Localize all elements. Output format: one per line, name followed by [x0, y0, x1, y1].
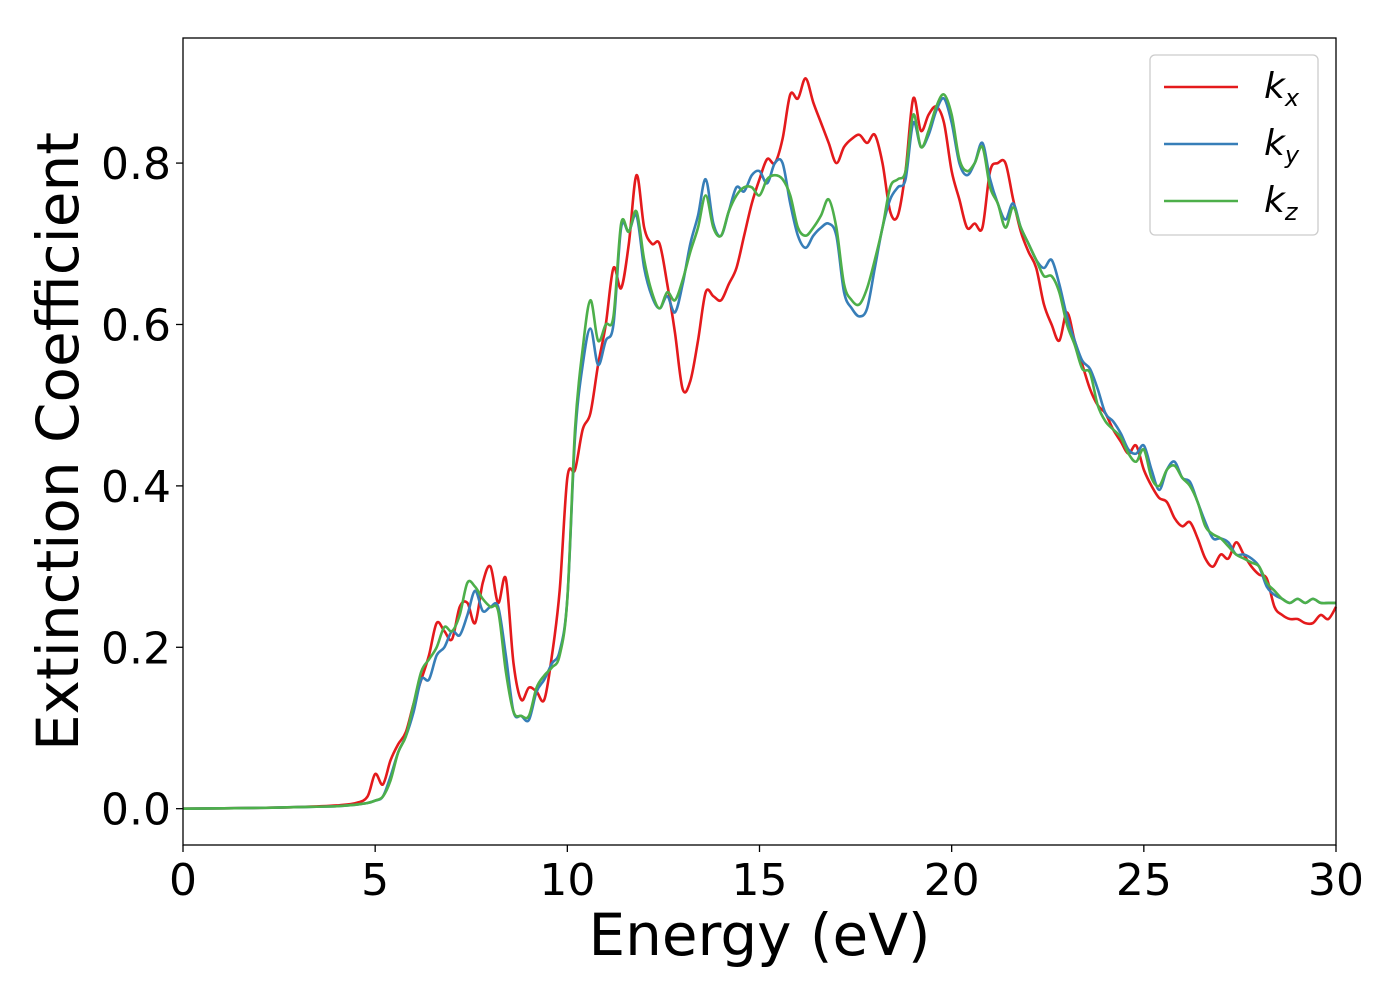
series-line-kz: [182, 93, 1336, 810]
x-tick-label: 20: [924, 855, 980, 906]
x-axis: 0 5 10 15 20 25 30: [169, 845, 1364, 906]
y-tick-label: 0.2: [101, 623, 171, 674]
y-tick-label: 0.0: [101, 785, 171, 836]
series-lines: [182, 77, 1338, 810]
x-tick-label: 15: [732, 855, 788, 906]
x-tick-label: 10: [539, 855, 595, 906]
y-tick-label: 0.6: [101, 300, 171, 351]
y-axis-label: Extinction Coefficient: [24, 132, 92, 751]
series-line-kx: [182, 77, 1338, 810]
y-tick-label: 0.4: [101, 462, 171, 513]
y-axis: 0.0 0.2 0.4 0.6 0.8: [101, 139, 183, 836]
x-tick-label: 30: [1308, 855, 1364, 906]
y-tick-label: 0.8: [101, 139, 171, 190]
x-tick-label: 5: [361, 855, 389, 906]
legend-label-kx: kx: [1264, 66, 1300, 112]
x-tick-label: 0: [169, 855, 197, 906]
x-axis-label: Energy (eV): [588, 901, 930, 969]
x-tick-label: 25: [1116, 855, 1172, 906]
legend-label-ky: ky: [1264, 123, 1300, 169]
